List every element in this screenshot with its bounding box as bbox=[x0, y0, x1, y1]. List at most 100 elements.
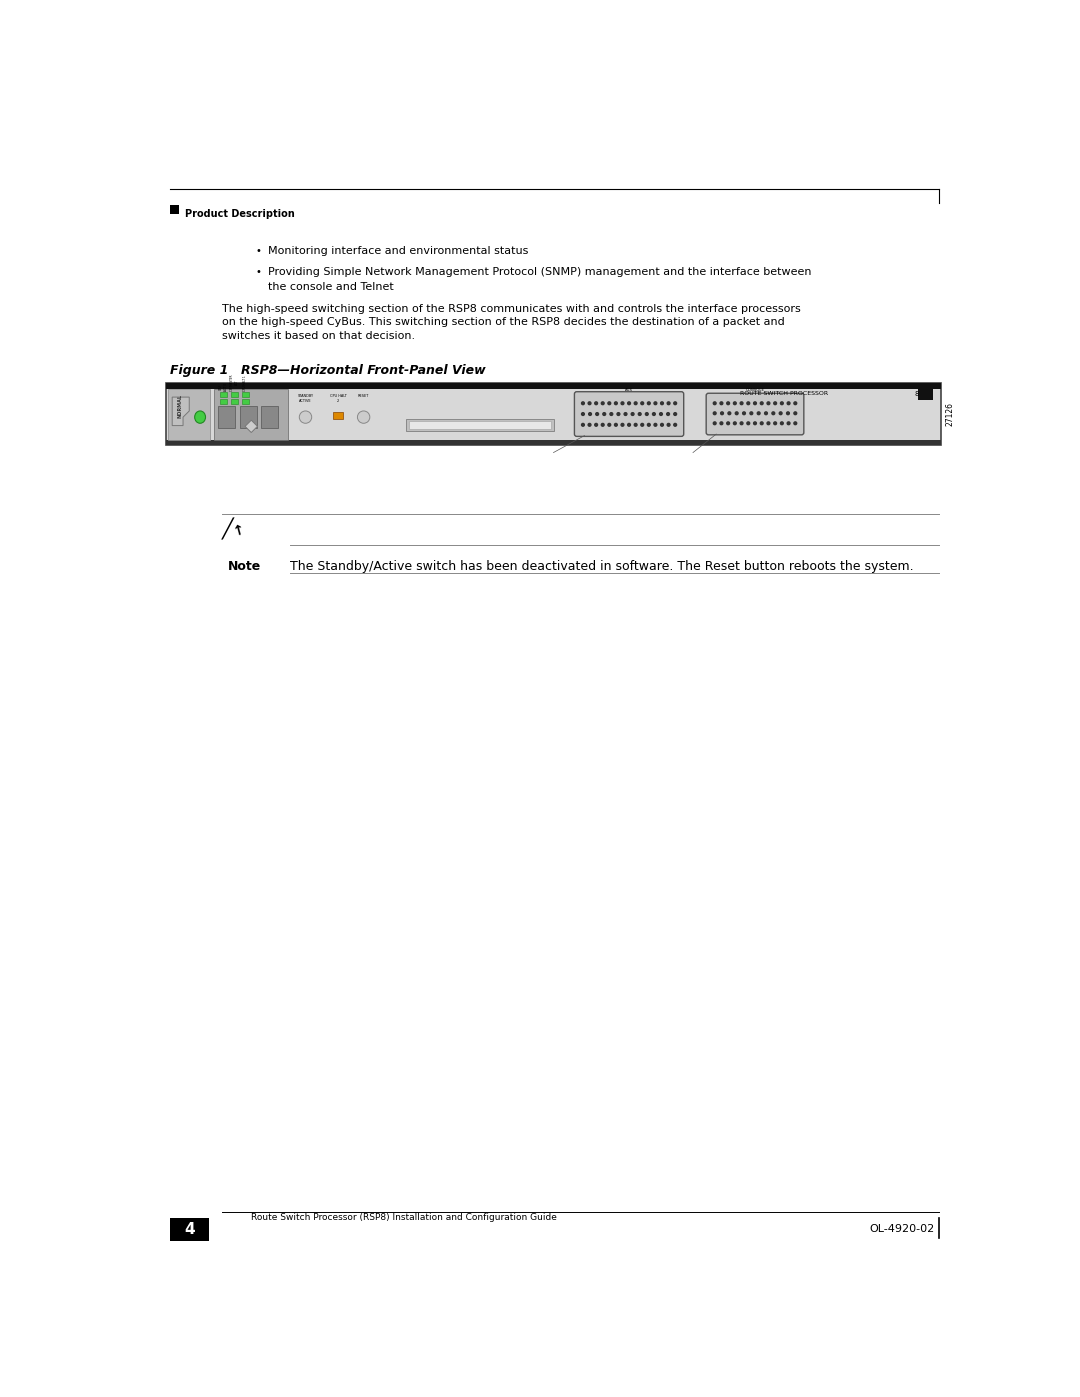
Circle shape bbox=[589, 423, 591, 426]
Circle shape bbox=[743, 412, 745, 415]
Text: OL-4920-02: OL-4920-02 bbox=[869, 1224, 935, 1235]
Bar bbox=[166, 383, 941, 444]
Text: AUX: AUX bbox=[625, 388, 633, 393]
Bar bbox=[218, 407, 235, 427]
Text: ╱: ╱ bbox=[221, 518, 233, 541]
Text: ↖: ↖ bbox=[228, 522, 245, 539]
Text: RESET: RESET bbox=[357, 394, 369, 398]
FancyBboxPatch shape bbox=[575, 391, 684, 436]
Text: CPU HALT 1: CPU HALT 1 bbox=[243, 376, 247, 391]
Bar bbox=[220, 393, 227, 397]
Circle shape bbox=[781, 402, 783, 405]
Circle shape bbox=[780, 412, 782, 415]
Circle shape bbox=[581, 402, 584, 405]
Circle shape bbox=[787, 402, 789, 405]
Circle shape bbox=[667, 423, 670, 426]
Ellipse shape bbox=[194, 411, 205, 423]
Circle shape bbox=[608, 402, 610, 405]
Text: Note: Note bbox=[228, 560, 261, 573]
Circle shape bbox=[713, 402, 716, 405]
Circle shape bbox=[740, 402, 743, 405]
Circle shape bbox=[634, 402, 637, 405]
Bar bbox=[231, 393, 238, 397]
Circle shape bbox=[589, 402, 591, 405]
Text: Figure 1: Figure 1 bbox=[170, 363, 228, 377]
Circle shape bbox=[602, 402, 604, 405]
Circle shape bbox=[660, 412, 662, 415]
Circle shape bbox=[794, 422, 797, 425]
Circle shape bbox=[357, 411, 369, 423]
Text: NORMAL: NORMAL bbox=[177, 394, 183, 418]
Circle shape bbox=[617, 412, 620, 415]
Text: ROUTE SWITCH PROCESSOR: ROUTE SWITCH PROCESSOR bbox=[740, 391, 827, 395]
Bar bbox=[918, 390, 933, 400]
Circle shape bbox=[727, 402, 729, 405]
Text: RSP8—Horizontal Front-Panel View: RSP8—Horizontal Front-Panel View bbox=[241, 363, 486, 377]
Circle shape bbox=[615, 423, 618, 426]
Bar bbox=[220, 400, 227, 404]
Bar bbox=[240, 407, 257, 427]
Circle shape bbox=[740, 422, 743, 425]
Circle shape bbox=[733, 422, 737, 425]
Circle shape bbox=[602, 423, 604, 426]
Circle shape bbox=[654, 423, 657, 426]
Text: •: • bbox=[255, 246, 261, 256]
Polygon shape bbox=[172, 397, 189, 426]
Circle shape bbox=[596, 412, 598, 415]
Bar bbox=[166, 440, 941, 444]
Circle shape bbox=[760, 402, 764, 405]
Circle shape bbox=[610, 412, 612, 415]
Text: CIP MASTER
ACT: CIP MASTER ACT bbox=[230, 374, 239, 391]
Circle shape bbox=[299, 411, 312, 423]
Circle shape bbox=[634, 423, 637, 426]
Text: 4: 4 bbox=[184, 1222, 194, 1236]
Circle shape bbox=[773, 422, 777, 425]
Circle shape bbox=[589, 412, 592, 415]
Text: CONSOLE: CONSOLE bbox=[745, 388, 765, 393]
Circle shape bbox=[735, 412, 738, 415]
Polygon shape bbox=[245, 420, 257, 433]
Circle shape bbox=[666, 412, 670, 415]
Bar bbox=[231, 400, 238, 404]
Circle shape bbox=[615, 402, 618, 405]
Bar bbox=[167, 390, 211, 440]
Circle shape bbox=[794, 402, 797, 405]
Text: Monitoring interface and environmental status: Monitoring interface and environmental s… bbox=[268, 246, 529, 256]
Circle shape bbox=[581, 423, 584, 426]
Text: CPU HALT
2: CPU HALT 2 bbox=[329, 394, 347, 402]
Text: The Standby/Active switch has been deactivated in software. The Reset button reb: The Standby/Active switch has been deact… bbox=[291, 560, 914, 573]
Text: Providing Simple Network Management Protocol (SNMP) management and the interface: Providing Simple Network Management Prot… bbox=[268, 267, 812, 277]
Bar bbox=[261, 407, 279, 427]
Circle shape bbox=[631, 412, 634, 415]
Circle shape bbox=[646, 412, 648, 415]
Bar bbox=[242, 393, 248, 397]
Circle shape bbox=[767, 402, 770, 405]
Circle shape bbox=[652, 412, 656, 415]
Text: STANDBY
ACTIVE: STANDBY ACTIVE bbox=[297, 394, 313, 402]
Text: CPU
ACT 0: CPU ACT 0 bbox=[219, 383, 228, 391]
Circle shape bbox=[781, 422, 783, 425]
Circle shape bbox=[754, 402, 756, 405]
Text: the console and Telnet: the console and Telnet bbox=[268, 282, 394, 292]
Bar bbox=[242, 400, 248, 404]
Circle shape bbox=[765, 412, 768, 415]
Circle shape bbox=[720, 422, 723, 425]
Circle shape bbox=[661, 402, 663, 405]
Circle shape bbox=[750, 412, 753, 415]
Circle shape bbox=[654, 402, 657, 405]
FancyBboxPatch shape bbox=[706, 393, 804, 434]
Circle shape bbox=[757, 412, 760, 415]
Circle shape bbox=[640, 423, 644, 426]
Circle shape bbox=[727, 422, 729, 425]
Circle shape bbox=[720, 412, 724, 415]
Circle shape bbox=[733, 402, 737, 405]
Circle shape bbox=[608, 423, 610, 426]
Bar bbox=[333, 412, 343, 419]
Bar bbox=[170, 1218, 208, 1241]
Circle shape bbox=[621, 423, 624, 426]
Circle shape bbox=[713, 422, 716, 425]
Circle shape bbox=[772, 412, 774, 415]
Circle shape bbox=[621, 402, 624, 405]
Circle shape bbox=[760, 422, 764, 425]
Circle shape bbox=[667, 402, 670, 405]
